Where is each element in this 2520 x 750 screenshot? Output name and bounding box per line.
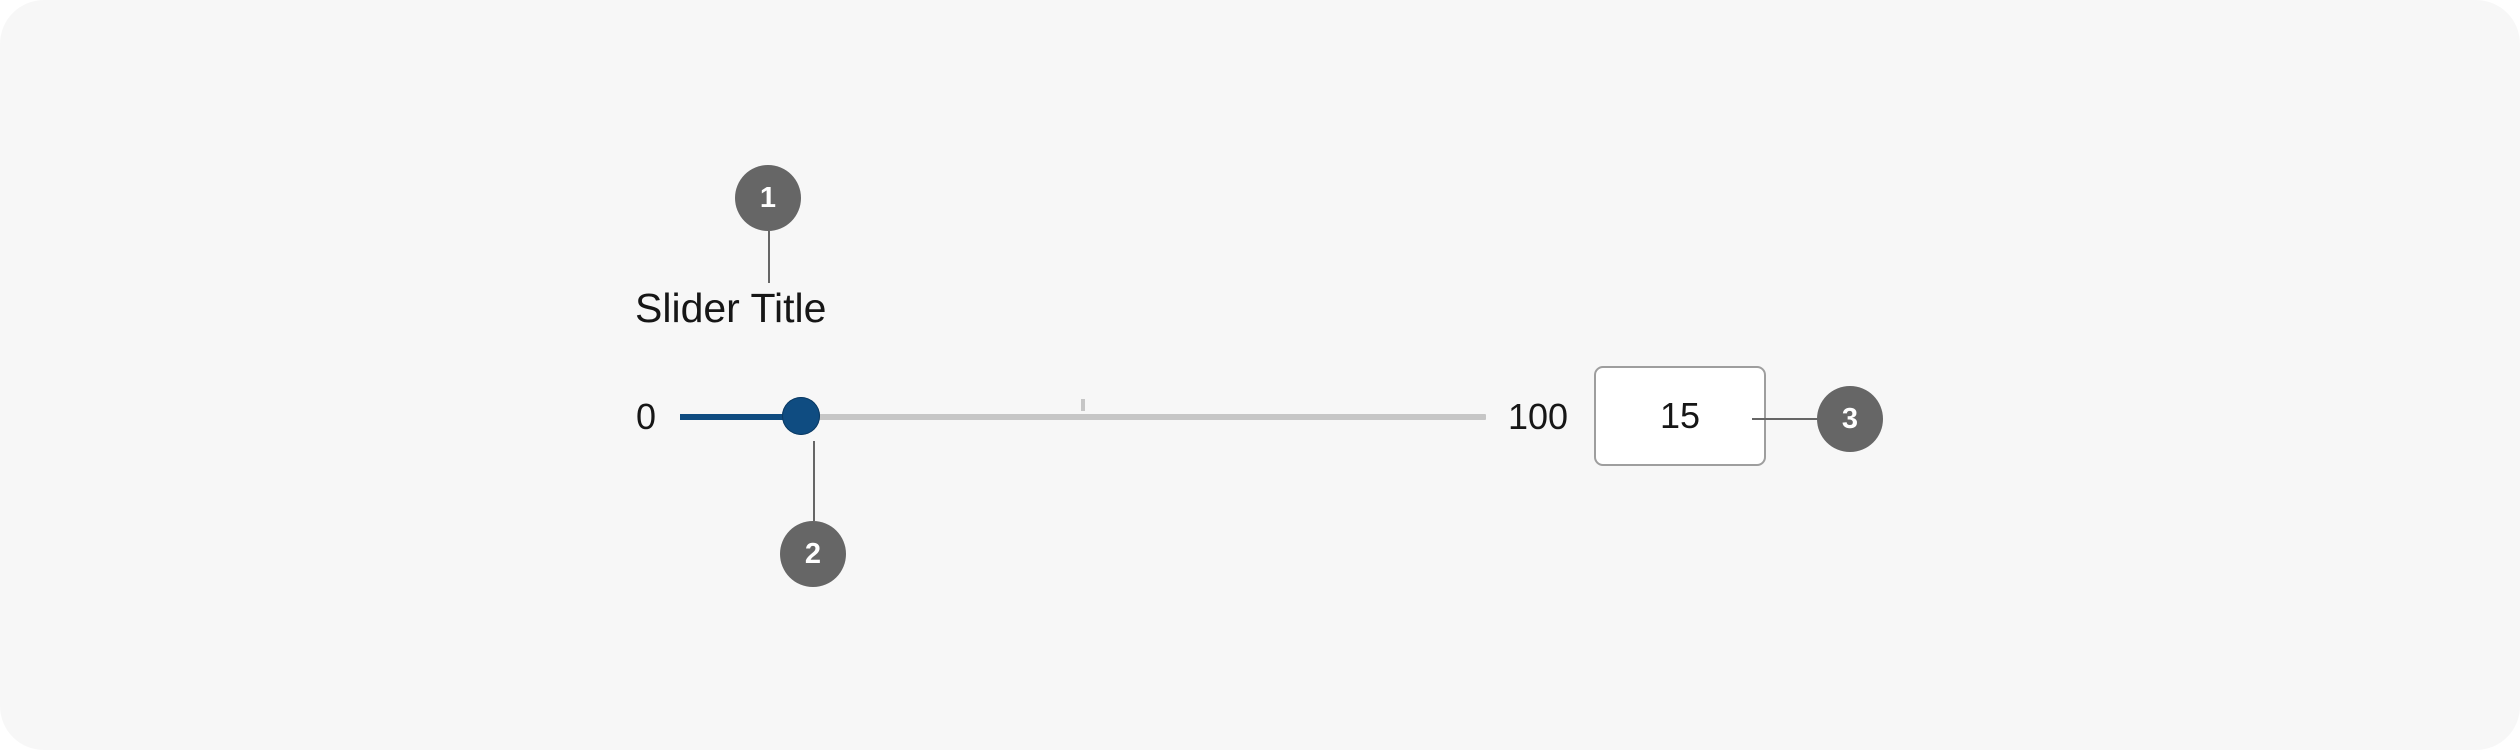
slider-track-fill bbox=[680, 414, 801, 420]
callout-1-leader bbox=[768, 231, 770, 283]
slider-min-label: 0 bbox=[636, 396, 657, 437]
callout-1-marker: 1 bbox=[735, 165, 801, 231]
slider-value-input[interactable] bbox=[1594, 366, 1766, 466]
slider-midpoint-tick bbox=[1081, 399, 1085, 411]
callout-3-leader bbox=[1752, 418, 1818, 420]
slider-handle[interactable] bbox=[781, 397, 820, 435]
callout-2-marker: 2 bbox=[780, 521, 846, 587]
slider-max-label: 100 bbox=[1508, 396, 1569, 437]
slider-track[interactable] bbox=[680, 414, 1486, 420]
slider-title: Slider Title bbox=[635, 285, 827, 331]
callout-3-marker: 3 bbox=[1817, 386, 1883, 452]
callout-2-leader bbox=[813, 441, 815, 521]
